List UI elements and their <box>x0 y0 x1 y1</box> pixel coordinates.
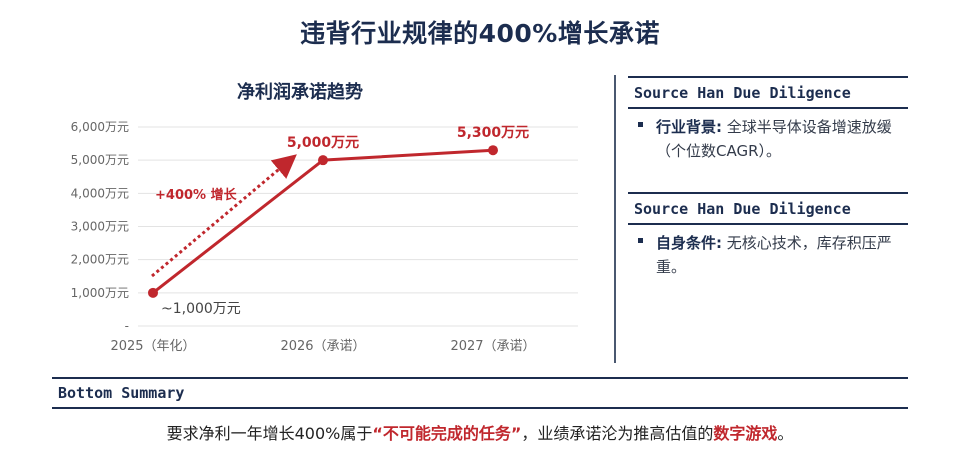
x-tick-label: 2027（承诺） <box>450 339 535 354</box>
y-tick-label: 6,000万元 <box>71 120 129 134</box>
bullet-key: 行业背景: <box>656 118 722 136</box>
growth-annotation: +400% 增长 <box>155 187 238 203</box>
bullet-icon <box>638 238 643 243</box>
summary-highlight-2: 数字游戏 <box>713 424 778 443</box>
y-tick-label: 5,000万元 <box>71 153 129 167</box>
y-tick-label: - <box>125 319 129 333</box>
bottom-summary-header: Bottom Summary <box>52 377 908 409</box>
summary-text-2: ，业绩承诺沦为推高估值的 <box>521 424 714 443</box>
bullet-item: 行业背景: 全球半导体设备增速放缓（个位数CAGR）。 <box>628 109 908 163</box>
y-tick-label: 3,000万元 <box>71 220 129 234</box>
bullet-text: 全球半导体设备增速放缓（个位数CAGR）。 <box>656 118 892 160</box>
panel-header: Source Han Due Diligence <box>628 192 908 225</box>
y-tick-label: 4,000万元 <box>71 186 129 200</box>
summary-highlight-1: “不可能完成的任务” <box>372 424 522 443</box>
context-panel-company: Source Han Due Diligence 自身条件: 无核心技术，库存积… <box>628 192 908 279</box>
data-label: 5,000万元 <box>287 135 359 151</box>
context-panel-industry: Source Han Due Diligence 行业背景: 全球半导体设备增速… <box>628 76 908 163</box>
series-line <box>152 148 494 295</box>
bottom-summary-text: 要求净利一年增长400%属于“不可能完成的任务”，业绩承诺沦为推高估值的数字游戏… <box>52 420 908 444</box>
bullet-key: 自身条件: <box>656 234 722 252</box>
chart-title: 净利润承诺趋势 <box>237 82 363 103</box>
trend-arrow <box>151 154 297 278</box>
summary-text-1: 要求净利一年增长400%属于 <box>166 424 373 443</box>
data-label: ~1,000万元 <box>161 301 241 317</box>
bullet-icon <box>638 122 643 127</box>
data-point <box>318 155 328 166</box>
summary-text-3: 。 <box>777 424 794 443</box>
y-tick-label: 2,000万元 <box>71 253 129 267</box>
net-profit-line-chart: - 1,000万元 2,000万元 3,000万元 4,000万元 5,000万元 6,00… <box>71 120 578 354</box>
vertical-divider <box>614 75 616 363</box>
data-point <box>488 145 498 156</box>
data-label: 5,300万元 <box>457 125 529 141</box>
y-tick-label: 1,000万元 <box>71 286 129 300</box>
page-title: 违背行业规律的400%增长承诺 <box>300 19 660 48</box>
x-tick-label: 2026（承诺） <box>280 339 365 354</box>
data-point <box>148 287 158 298</box>
bullet-text: 无核心技术，库存积压严重。 <box>656 234 892 276</box>
panel-header: Source Han Due Diligence <box>628 76 908 109</box>
bullet-item: 自身条件: 无核心技术，库存积压严重。 <box>628 225 908 279</box>
x-tick-label: 2025（年化） <box>110 339 195 354</box>
